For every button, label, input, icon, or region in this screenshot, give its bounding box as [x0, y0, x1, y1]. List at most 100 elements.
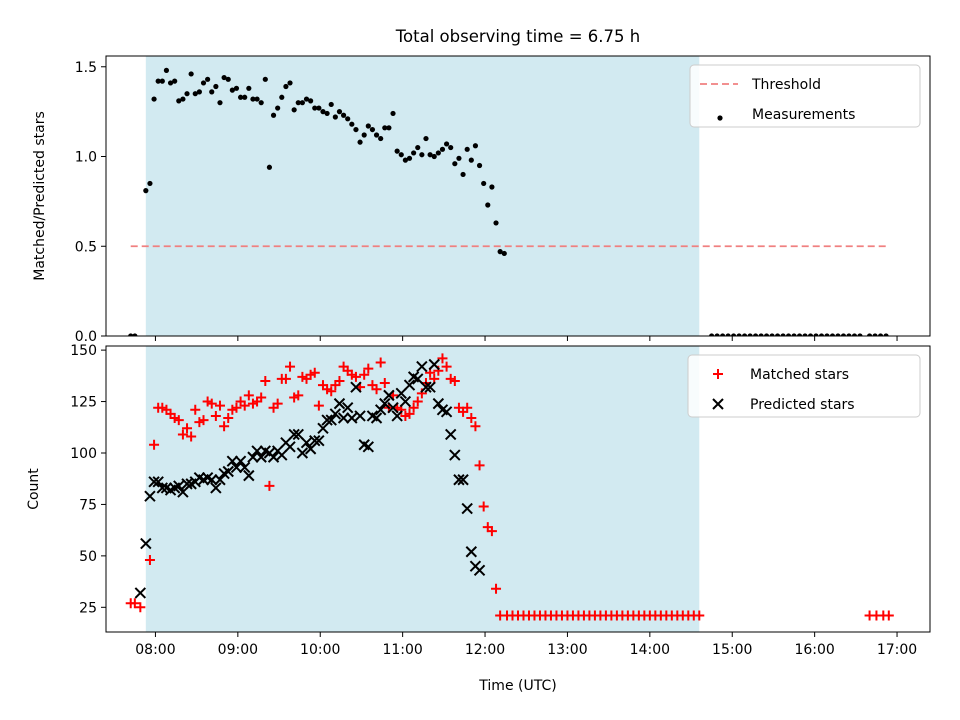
matched-star-point	[462, 402, 473, 413]
predicted-star-point	[444, 428, 457, 441]
predicted-star-point	[391, 410, 403, 422]
predicted-star-point	[403, 379, 416, 391]
predicted-star-point	[173, 480, 185, 492]
measurement-point	[233, 85, 240, 91]
measurement-point	[758, 333, 764, 336]
measurement-point	[275, 105, 281, 111]
matched-star-point	[239, 400, 250, 411]
predicted-star-point	[449, 449, 461, 461]
measurement-point	[128, 333, 134, 336]
x-tick-label: 16:00	[794, 642, 834, 658]
measurement-point	[439, 146, 446, 152]
x-axis-label: Time (UTC)	[478, 678, 556, 694]
matched-star-point	[260, 375, 271, 386]
matched-star-point	[206, 398, 217, 409]
measurement-point	[752, 333, 759, 336]
measurement-point	[725, 333, 731, 336]
predicted-star-point	[440, 406, 453, 418]
measurement-point	[423, 135, 429, 142]
plot-frame	[105, 345, 931, 633]
measurement-point	[361, 132, 367, 138]
measurement-point	[237, 94, 244, 100]
measurement-point	[769, 333, 775, 336]
predicted-star-point	[424, 381, 436, 393]
predicted-star-point	[337, 412, 350, 424]
y-axis-label: Matched/Predicted stars	[32, 111, 48, 281]
measurement-point	[742, 333, 748, 336]
measurement-point	[316, 105, 322, 111]
matched-star-point	[186, 431, 197, 442]
matched-star-point	[243, 390, 254, 401]
measurement-point	[200, 80, 207, 86]
measurement-point	[258, 100, 264, 106]
measurement-point	[398, 152, 404, 158]
matched-star-point	[486, 526, 497, 537]
matched-star-point	[223, 413, 234, 424]
measurement-point	[340, 112, 347, 118]
measurement-point	[205, 76, 211, 82]
legend-label: Predicted stars	[750, 397, 855, 413]
measurement-point	[159, 78, 165, 84]
measurement-point	[402, 157, 408, 163]
measurement-point	[851, 333, 858, 336]
measurement-point	[192, 91, 198, 97]
predicted-star-point	[222, 465, 234, 478]
measurement-point	[229, 87, 235, 93]
y-axis-label: Count	[26, 468, 42, 510]
matched-star-point	[363, 363, 374, 374]
x-tick-label: 11:00	[382, 642, 422, 658]
measurement-point	[303, 96, 310, 102]
matched-star-point	[129, 598, 140, 609]
measurement-point	[242, 94, 248, 100]
legend: Threshold Measurements	[689, 64, 921, 128]
predicted-star-point	[354, 410, 366, 422]
matched-star-point	[375, 357, 386, 368]
measurement-point	[476, 162, 483, 169]
predicted-star-point	[333, 397, 346, 410]
predicted-star-point	[148, 476, 160, 488]
predicted-star-point	[156, 482, 169, 494]
measurement-point	[747, 333, 753, 336]
measurement-point	[176, 98, 182, 104]
measurement-point	[291, 107, 297, 113]
predicted-star-point	[251, 445, 263, 457]
measurement-point	[345, 116, 351, 122]
measurement-point	[813, 333, 819, 336]
matched-star-point	[309, 367, 320, 378]
measurement-point	[357, 139, 363, 145]
predicted-star-point	[210, 482, 222, 494]
predicted-star-point	[313, 434, 325, 447]
matched-star-point	[441, 361, 452, 372]
matched-star-point	[285, 361, 296, 372]
measurement-point	[435, 150, 441, 156]
predicted-star-point	[296, 447, 309, 459]
measurement-point	[720, 333, 726, 336]
bottom-panel: 25 50 75 100 125 150 08:00 09:00 10:00 11:00 12:00…	[26, 343, 931, 658]
predicted-star-point	[267, 451, 280, 463]
y-tick-label: 50	[79, 549, 97, 565]
predicted-star-point	[350, 381, 362, 393]
y-tick-label: 1.0	[75, 150, 97, 166]
legend-measurement-key	[717, 115, 723, 121]
matched-star-point	[466, 413, 477, 424]
x-tick-label: 08:00	[135, 642, 175, 658]
measurement-point	[419, 152, 425, 158]
measurement-point	[250, 96, 256, 102]
measurement-point	[846, 333, 852, 336]
measurement-point	[266, 164, 273, 170]
top-panel: 0.0 0.5 1.0 1.5 Matched/Predicted stars Thres…	[32, 55, 931, 345]
measurement-point	[481, 180, 487, 187]
matched-star-point	[173, 415, 184, 426]
predicted-star-point	[152, 476, 164, 488]
measurement-point	[452, 161, 458, 167]
measurement-point	[324, 110, 330, 117]
measurement-point	[774, 333, 781, 336]
matched-star-point	[408, 402, 419, 413]
measurement-point	[877, 333, 884, 336]
measurement-point	[791, 333, 797, 336]
x-tick-label: 13:00	[547, 642, 587, 658]
y-tick-label: 150	[70, 343, 97, 359]
predicted-star-point	[387, 402, 399, 414]
predicted-star-point	[230, 461, 243, 474]
legend-label: Matched stars	[750, 367, 849, 383]
